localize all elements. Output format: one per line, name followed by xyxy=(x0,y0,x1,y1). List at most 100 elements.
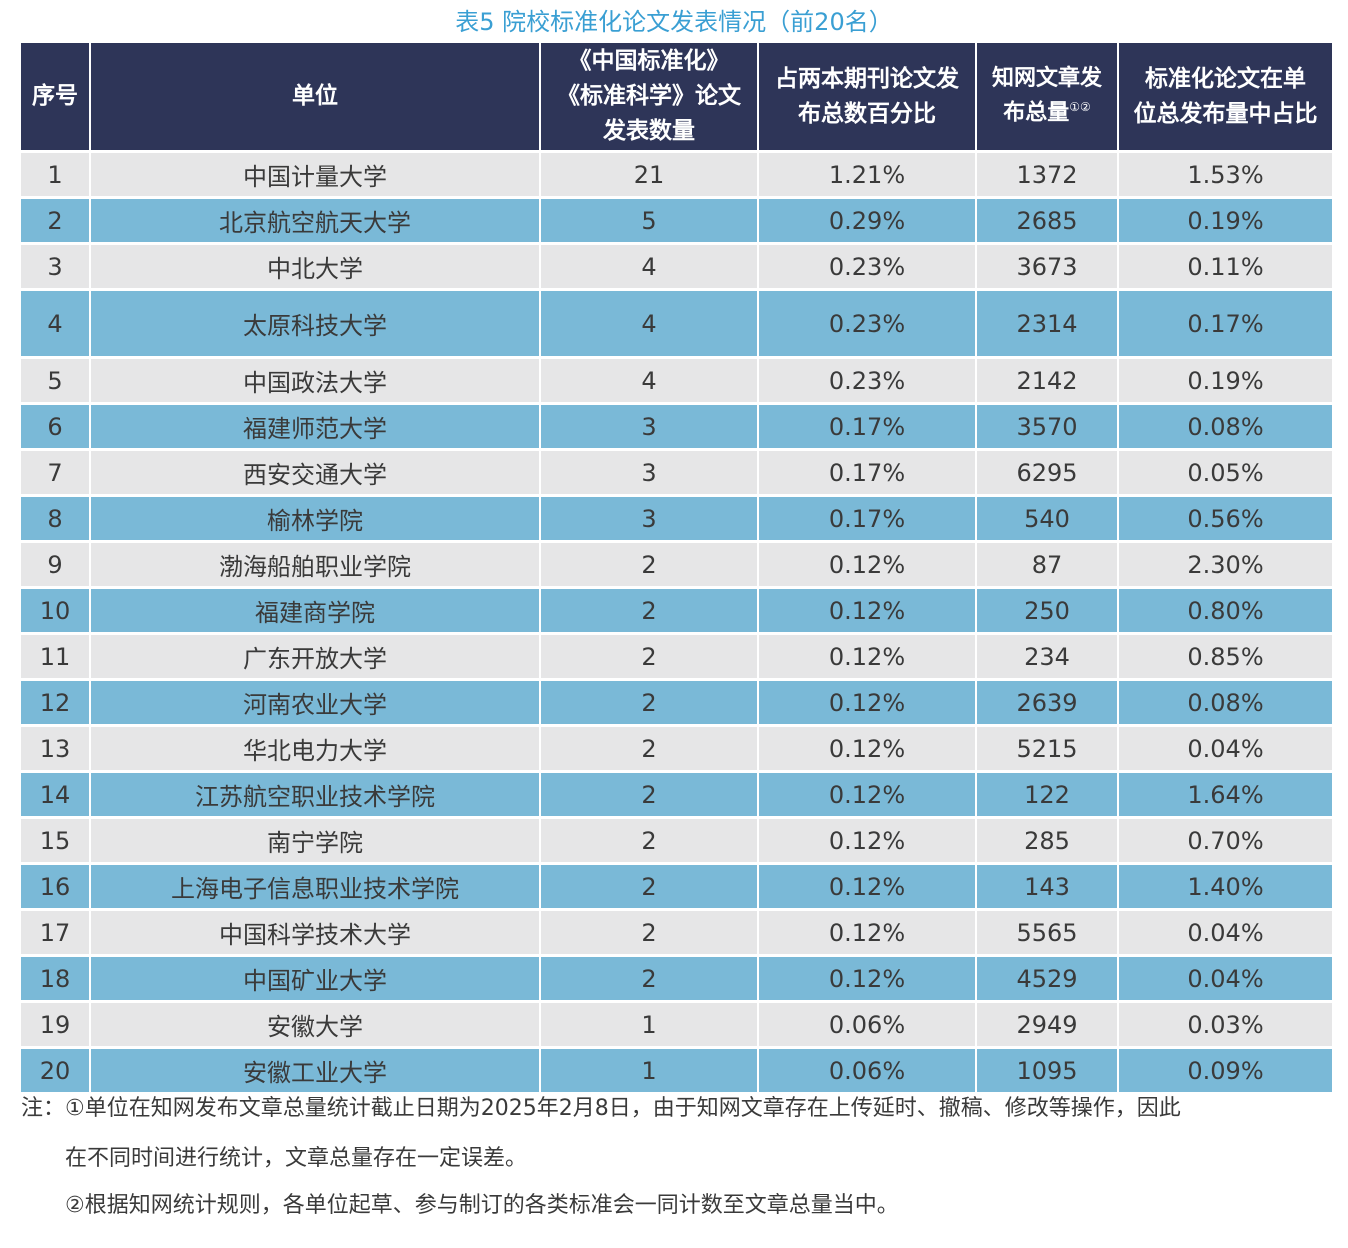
cell-cnki-total: 1095 xyxy=(977,1049,1119,1095)
cell-unit: 中国计量大学 xyxy=(91,153,541,199)
cell-index: 9 xyxy=(21,543,91,589)
cell-paper-count: 4 xyxy=(541,245,759,291)
cell-cnki-total: 5565 xyxy=(977,911,1119,957)
cell-paper-count: 2 xyxy=(541,911,759,957)
cell-paper-count: 1 xyxy=(541,1049,759,1095)
cell-paper-count: 2 xyxy=(541,543,759,589)
cell-index: 12 xyxy=(21,681,91,727)
cell-paper-count: 21 xyxy=(541,153,759,199)
cell-percentage: 1.21% xyxy=(759,153,977,199)
table-row: 4 太原科技大学 4 0.23% 2314 0.17% xyxy=(21,291,1332,359)
cell-ratio: 0.09% xyxy=(1119,1049,1332,1095)
cell-paper-count: 2 xyxy=(541,819,759,865)
cell-paper-count: 4 xyxy=(541,291,759,359)
cell-ratio: 0.19% xyxy=(1119,199,1332,245)
header-paper-count: 《中国标准化》 《标准科学》论文 发表数量 xyxy=(541,43,759,153)
cell-ratio: 0.19% xyxy=(1119,359,1332,405)
table-row: 19 安徽大学 1 0.06% 2949 0.03% xyxy=(21,1003,1332,1049)
ranking-table: 序号 单位 《中国标准化》 《标准科学》论文 发表数量 占两本期刊论文发 布总数… xyxy=(21,43,1332,1095)
header-ratio: 标准化论文在单 位总发布量中占比 xyxy=(1119,43,1332,153)
cell-percentage: 0.12% xyxy=(759,727,977,773)
cell-unit: 华北电力大学 xyxy=(91,727,541,773)
cell-percentage: 0.12% xyxy=(759,865,977,911)
cell-paper-count: 2 xyxy=(541,681,759,727)
header-row: 序号 单位 《中国标准化》 《标准科学》论文 发表数量 占两本期刊论文发 布总数… xyxy=(21,43,1332,153)
cell-ratio: 0.08% xyxy=(1119,681,1332,727)
table-row: 1 中国计量大学 21 1.21% 1372 1.53% xyxy=(21,153,1332,199)
cell-unit: 中国政法大学 xyxy=(91,359,541,405)
cell-ratio: 1.40% xyxy=(1119,865,1332,911)
table-row: 6 福建师范大学 3 0.17% 3570 0.08% xyxy=(21,405,1332,451)
cell-ratio: 0.03% xyxy=(1119,1003,1332,1049)
cell-percentage: 0.12% xyxy=(759,589,977,635)
table-row: 7 西安交通大学 3 0.17% 6295 0.05% xyxy=(21,451,1332,497)
cell-paper-count: 5 xyxy=(541,199,759,245)
cell-index: 15 xyxy=(21,819,91,865)
cell-unit: 南宁学院 xyxy=(91,819,541,865)
cell-ratio: 0.85% xyxy=(1119,635,1332,681)
cell-cnki-total: 4529 xyxy=(977,957,1119,1003)
cell-index: 2 xyxy=(21,199,91,245)
cell-index: 20 xyxy=(21,1049,91,1095)
cell-unit: 福建商学院 xyxy=(91,589,541,635)
footnote-1-continued: 在不同时间进行统计，文章总量存在一定误差。 xyxy=(65,1146,528,1171)
cell-cnki-total: 234 xyxy=(977,635,1119,681)
cell-cnki-total: 2314 xyxy=(977,291,1119,359)
cell-cnki-total: 285 xyxy=(977,819,1119,865)
cell-paper-count: 4 xyxy=(541,359,759,405)
cell-paper-count: 2 xyxy=(541,773,759,819)
cell-percentage: 0.12% xyxy=(759,911,977,957)
cell-paper-count: 2 xyxy=(541,589,759,635)
table-row: 17 中国科学技术大学 2 0.12% 5565 0.04% xyxy=(21,911,1332,957)
table-row: 5 中国政法大学 4 0.23% 2142 0.19% xyxy=(21,359,1332,405)
table-row: 13 华北电力大学 2 0.12% 5215 0.04% xyxy=(21,727,1332,773)
cell-percentage: 0.29% xyxy=(759,199,977,245)
cell-cnki-total: 3570 xyxy=(977,405,1119,451)
cell-unit: 榆林学院 xyxy=(91,497,541,543)
cell-percentage: 0.23% xyxy=(759,359,977,405)
cell-index: 8 xyxy=(21,497,91,543)
cell-cnki-total: 5215 xyxy=(977,727,1119,773)
cell-percentage: 0.12% xyxy=(759,681,977,727)
cell-ratio: 0.70% xyxy=(1119,819,1332,865)
cell-unit: 安徽大学 xyxy=(91,1003,541,1049)
cell-percentage: 0.17% xyxy=(759,405,977,451)
cell-ratio: 0.08% xyxy=(1119,405,1332,451)
table-row: 10 福建商学院 2 0.12% 250 0.80% xyxy=(21,589,1332,635)
cell-unit: 太原科技大学 xyxy=(91,291,541,359)
cell-index: 10 xyxy=(21,589,91,635)
cell-index: 4 xyxy=(21,291,91,359)
footnote-marker: ①② xyxy=(1069,100,1091,115)
cell-paper-count: 2 xyxy=(541,957,759,1003)
cell-paper-count: 1 xyxy=(541,1003,759,1049)
cell-ratio: 2.30% xyxy=(1119,543,1332,589)
cell-cnki-total: 2685 xyxy=(977,199,1119,245)
cell-percentage: 0.23% xyxy=(759,291,977,359)
cell-paper-count: 2 xyxy=(541,865,759,911)
cell-ratio: 0.04% xyxy=(1119,727,1332,773)
cell-cnki-total: 87 xyxy=(977,543,1119,589)
cell-ratio: 0.17% xyxy=(1119,291,1332,359)
cell-index: 14 xyxy=(21,773,91,819)
cell-percentage: 0.12% xyxy=(759,543,977,589)
table-row: 9 渤海船舶职业学院 2 0.12% 87 2.30% xyxy=(21,543,1332,589)
table-row: 14 江苏航空职业技术学院 2 0.12% 122 1.64% xyxy=(21,773,1332,819)
cell-index: 1 xyxy=(21,153,91,199)
cell-percentage: 0.23% xyxy=(759,245,977,291)
cell-percentage: 0.06% xyxy=(759,1003,977,1049)
table-row: 18 中国矿业大学 2 0.12% 4529 0.04% xyxy=(21,957,1332,1003)
cell-index: 7 xyxy=(21,451,91,497)
cell-ratio: 0.04% xyxy=(1119,911,1332,957)
table-row: 8 榆林学院 3 0.17% 540 0.56% xyxy=(21,497,1332,543)
cell-ratio: 1.53% xyxy=(1119,153,1332,199)
header-cnki-total: 知网文章发 布总量①② xyxy=(977,43,1119,153)
cell-ratio: 0.80% xyxy=(1119,589,1332,635)
cell-unit: 中国矿业大学 xyxy=(91,957,541,1003)
cell-paper-count: 2 xyxy=(541,635,759,681)
cell-index: 19 xyxy=(21,1003,91,1049)
cell-unit: 北京航空航天大学 xyxy=(91,199,541,245)
cell-cnki-total: 540 xyxy=(977,497,1119,543)
cell-unit: 安徽工业大学 xyxy=(91,1049,541,1095)
header-index: 序号 xyxy=(21,43,91,153)
footnote-2: ②根据知网统计规则，各单位起草、参与制订的各类标准会一同计数至文章总量当中。 xyxy=(65,1193,899,1218)
